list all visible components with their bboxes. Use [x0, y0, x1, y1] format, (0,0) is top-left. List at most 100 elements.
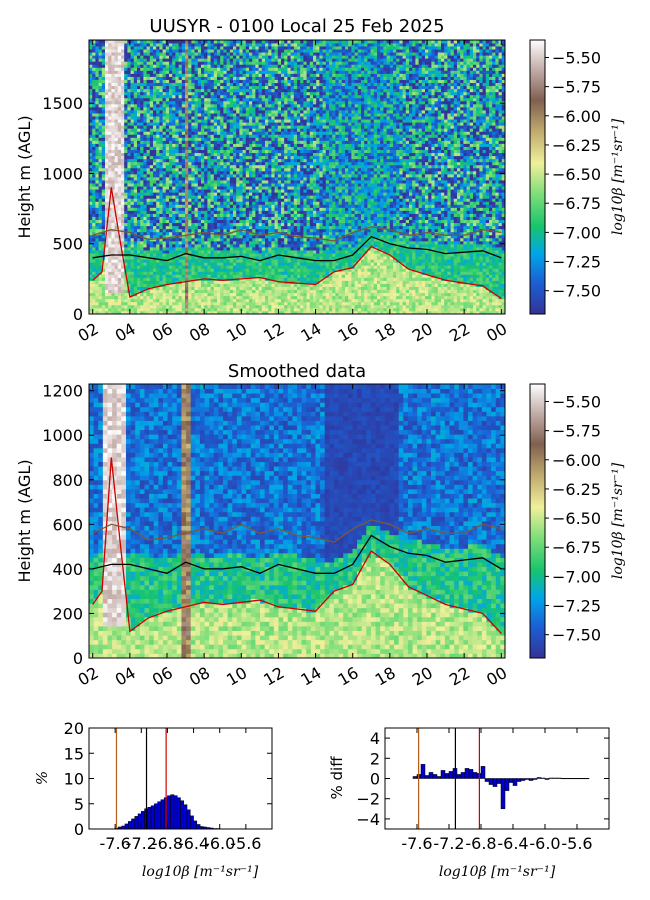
heatmap-cell — [169, 174, 173, 177]
heatmap-cell — [150, 250, 154, 253]
heatmap-cell — [243, 247, 247, 250]
heatmap-cell — [166, 293, 170, 296]
heatmap-cell — [211, 268, 215, 271]
heatmap-cell — [214, 128, 218, 131]
heatmap-cell — [223, 140, 227, 143]
heatmap-cell — [220, 119, 224, 122]
heatmap-cell — [230, 110, 234, 113]
heatmap-cell — [246, 204, 250, 207]
heatmap-cell — [182, 168, 186, 171]
heatmap-cell — [127, 162, 131, 165]
heatmap-cell — [220, 192, 224, 195]
heatmap-cell — [198, 207, 202, 210]
heatmap-cell — [153, 201, 157, 204]
heatmap-cell — [188, 308, 192, 311]
heatmap-cell — [223, 64, 227, 67]
heatmap-cell — [99, 168, 103, 171]
heatmap-cell — [227, 171, 231, 174]
heatmap-cell — [246, 287, 250, 290]
heatmap-cell — [92, 131, 96, 134]
heatmap-cell — [239, 177, 243, 180]
heatmap-cell — [204, 268, 208, 271]
heatmap-cell — [115, 198, 119, 201]
heatmap-cell — [239, 210, 243, 213]
heatmap-cell — [89, 192, 93, 195]
heatmap-cell — [105, 180, 109, 183]
heatmap-cell — [230, 150, 234, 153]
heatmap-cell — [166, 89, 170, 92]
heatmap-cell — [214, 290, 218, 293]
heatmap-cell — [147, 52, 151, 55]
heatmap-cell — [243, 302, 247, 305]
heatmap-cell — [246, 183, 250, 186]
heatmap-cell — [143, 305, 147, 308]
heatmap-cell — [95, 110, 99, 113]
heatmap-cell — [230, 183, 234, 186]
heatmap-cell — [134, 77, 138, 80]
heatmap-cell — [111, 165, 115, 168]
heatmap-cell — [143, 201, 147, 204]
heatmap-cell — [214, 131, 218, 134]
heatmap-cell — [252, 86, 256, 89]
heatmap-cell — [198, 171, 202, 174]
heatmap-cell — [172, 223, 176, 226]
heatmap-cell — [137, 284, 141, 287]
heatmap-cell — [220, 201, 224, 204]
heatmap-cell — [150, 268, 154, 271]
heatmap-cell — [211, 220, 215, 223]
heatmap-cell — [169, 287, 173, 290]
heatmap-cell — [121, 189, 125, 192]
heatmap-cell — [227, 192, 231, 195]
heatmap-cell — [102, 235, 106, 238]
heatmap-cell — [92, 83, 96, 86]
heatmap-cell — [179, 217, 183, 220]
heatmap-cell — [182, 198, 186, 201]
heatmap-cell — [227, 244, 231, 247]
heatmap-cell — [172, 101, 176, 104]
heatmap-cell — [265, 229, 269, 232]
heatmap-cell — [239, 150, 243, 153]
heatmap-cell — [166, 226, 170, 229]
heatmap-cell — [204, 305, 208, 308]
heatmap-cell — [95, 296, 99, 299]
heatmap-cell — [262, 147, 266, 150]
heatmap-cell — [102, 226, 106, 229]
heatmap-cell — [230, 259, 234, 262]
heatmap-cell — [220, 265, 224, 268]
heatmap-cell — [131, 171, 135, 174]
heatmap-cell — [166, 168, 170, 171]
heatmap-cell — [166, 140, 170, 143]
heatmap-cell — [179, 153, 183, 156]
heatmap-cell — [121, 131, 125, 134]
heatmap-cell — [137, 58, 141, 61]
heatmap-cell — [111, 290, 115, 293]
heatmap-cell — [127, 220, 131, 223]
heatmap-cell — [207, 262, 211, 265]
heatmap-cell — [153, 195, 157, 198]
heatmap-cell — [89, 107, 93, 110]
heatmap-cell — [188, 189, 192, 192]
heatmap-cell — [137, 52, 141, 55]
heatmap-cell — [198, 250, 202, 253]
heatmap-cell — [172, 110, 176, 113]
heatmap-cell — [214, 147, 218, 150]
heatmap-cell — [115, 86, 119, 89]
heatmap-cell — [105, 186, 109, 189]
heatmap-cell — [172, 153, 176, 156]
heatmap-cell — [118, 186, 122, 189]
heatmap-cell — [105, 137, 109, 140]
heatmap-cell — [134, 46, 138, 49]
heatmap-cell — [246, 144, 250, 147]
heatmap-cell — [255, 226, 259, 229]
heatmap-cell — [227, 299, 231, 302]
heatmap-cell — [185, 159, 189, 162]
heatmap-cell — [92, 156, 96, 159]
heatmap-cell — [166, 290, 170, 293]
heatmap-cell — [115, 122, 119, 125]
heatmap-cell — [147, 171, 151, 174]
heatmap-cell — [223, 77, 227, 80]
heatmap-cell — [99, 177, 103, 180]
heatmap-cell — [169, 49, 173, 52]
heatmap-cell — [230, 58, 234, 61]
heatmap-cell — [115, 58, 119, 61]
